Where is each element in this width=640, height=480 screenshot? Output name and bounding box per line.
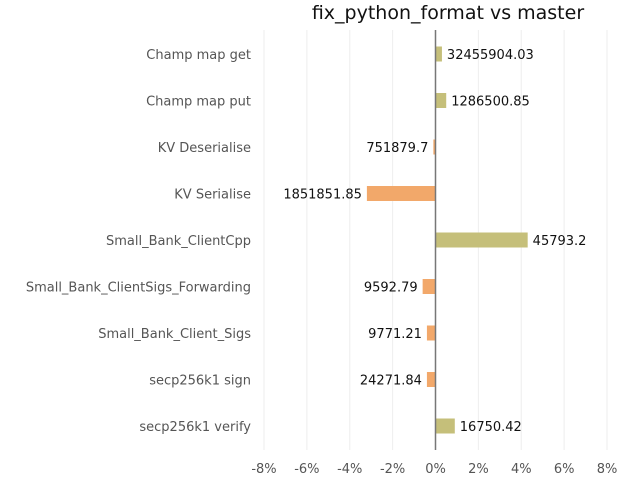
x-tick-label: 2% (468, 462, 489, 477)
bar (422, 279, 436, 294)
data-label: 1286500.85 (451, 95, 530, 110)
category-label: Champ map get (146, 48, 251, 63)
data-label: 16750.42 (460, 420, 522, 435)
category-label: secp256k1 verify (139, 420, 251, 435)
bar (435, 46, 442, 62)
category-label: Small_Bank_ClientSigs_Forwarding (26, 281, 251, 296)
x-tick-label: -8% (251, 462, 276, 477)
data-label: 45793.2 (533, 234, 587, 249)
bars (366, 46, 528, 434)
x-tick-label: 0% (425, 462, 446, 477)
x-tick-label: -6% (294, 462, 319, 477)
data-label: 751879.7 (366, 141, 428, 156)
data-label: 24271.84 (360, 374, 422, 389)
category-label: secp256k1 sign (149, 374, 251, 389)
bar (435, 418, 455, 434)
data-label: 1851851.85 (283, 188, 362, 203)
labels: -8% -6% -4% -2% 0% 2% 4% 6% 8% Champ map get 32455… (26, 48, 617, 477)
category-label: Champ map put (146, 95, 251, 110)
bar (435, 232, 528, 248)
x-tick-label: -2% (380, 462, 405, 477)
data-label: 9592.79 (364, 281, 418, 296)
x-tick-label: -4% (337, 462, 362, 477)
bar (426, 325, 436, 341)
category-label: KV Deserialise (158, 141, 251, 156)
bar (435, 93, 447, 108)
category-label: KV Serialise (174, 188, 251, 203)
chart-title: fix_python_format vs master (312, 2, 584, 24)
bar (433, 139, 436, 155)
bar (426, 372, 436, 387)
x-tick-label: 8% (597, 462, 618, 477)
x-tick-label: 4% (511, 462, 532, 477)
category-label: Small_Bank_ClientCpp (106, 234, 251, 249)
data-label: 9771.21 (368, 327, 422, 342)
category-label: Small_Bank_Client_Sigs (98, 327, 251, 342)
data-label: 32455904.03 (447, 48, 534, 63)
bar (366, 186, 436, 201)
x-tick-label: 6% (554, 462, 575, 477)
